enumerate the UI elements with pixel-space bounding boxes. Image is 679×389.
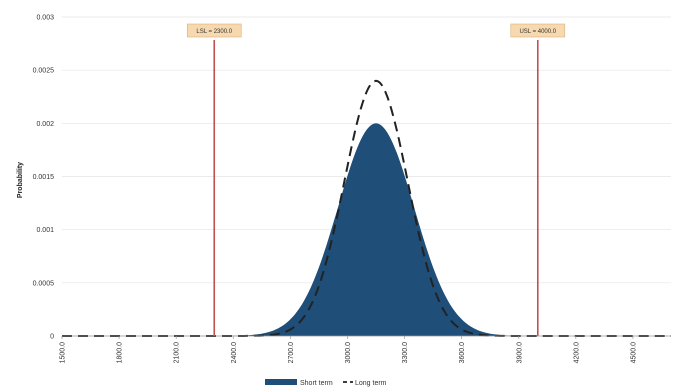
y-tick-label: 0.0015 (33, 174, 55, 181)
legend-swatch-short-term (265, 379, 297, 385)
y-axis-ticks: 0 0.0005 0.001 0.0015 0.002 0.0025 0.003 (33, 15, 55, 341)
x-tick-label: 4200.0 (573, 342, 580, 364)
y-tick-label: 0.0005 (33, 280, 55, 287)
y-tick-label: 0.0025 (33, 68, 55, 75)
legend-label-long-term: Long term (355, 380, 387, 387)
x-tick-label: 1800.0 (117, 342, 124, 364)
spec-limit-label: LSL = 2300.0 (196, 29, 232, 35)
legend-label-short-term: Short term (300, 380, 333, 387)
x-tick-label: 4500.0 (630, 342, 637, 364)
short-term-area (62, 123, 671, 336)
short-term-area-layer (62, 123, 671, 336)
x-tick-label: 3300.0 (402, 342, 409, 364)
x-tick-label: 1500.0 (60, 342, 67, 364)
spec-limit-label-box (510, 23, 566, 38)
y-tick-label: 0.002 (36, 121, 54, 128)
x-tick-label: 3900.0 (516, 342, 523, 364)
x-tick-label: 2400.0 (231, 342, 238, 364)
x-tick-label: 2100.0 (174, 342, 181, 364)
spec-limits: LSL = 2300.0 USL = 4000.0 (186, 23, 566, 336)
x-tick-label: 3000.0 (345, 342, 352, 364)
x-tick-label: 3600.0 (459, 342, 466, 364)
x-tick-label: 2700.0 (288, 342, 295, 364)
spec-limit-label: USL = 4000.0 (519, 29, 556, 35)
spec-limit-label-box (186, 23, 242, 38)
y-tick-label: 0.001 (36, 227, 54, 234)
y-axis-title: Probability (17, 162, 24, 198)
y-tick-label: 0 (50, 334, 54, 341)
x-axis-ticks: 1500.0 1800.0 2100.0 2400.0 2700.0 3000.0 3300… (60, 336, 637, 364)
y-tick-label: 0.003 (36, 15, 54, 22)
legend: Short term Long term (265, 379, 387, 387)
